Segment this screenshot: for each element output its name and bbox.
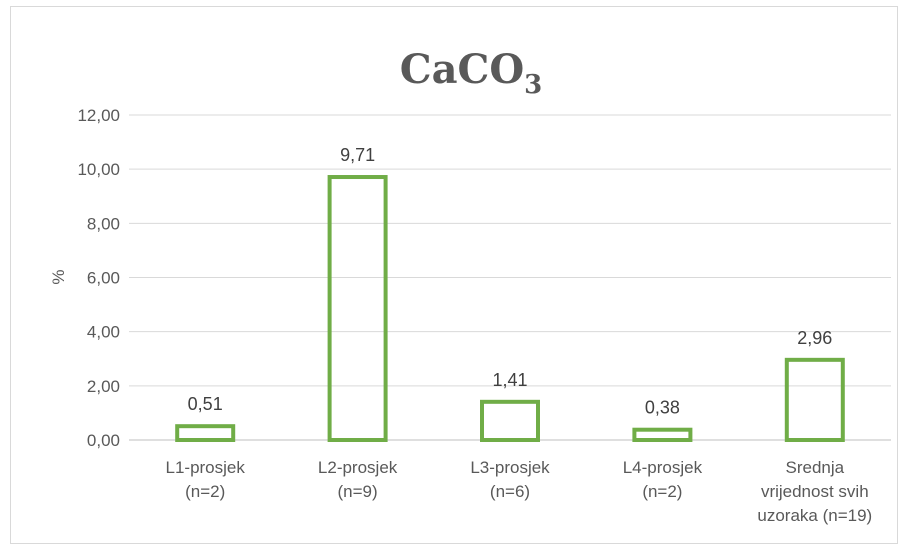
category-label: L1-prosjek (n=2) bbox=[166, 458, 246, 501]
y-tick-label: 6,00 bbox=[87, 269, 120, 288]
chart-title: CaCO3 bbox=[400, 46, 543, 100]
y-axis-ticks: 0,00 2,00 4,00 6,00 8,00 10,00 12,00 bbox=[77, 106, 120, 450]
bar bbox=[784, 357, 845, 443]
data-labels: 0,51 9,71 1,41 0,38 2,96 bbox=[188, 145, 833, 418]
data-label: 2,96 bbox=[797, 328, 832, 348]
data-label: 1,41 bbox=[492, 370, 527, 390]
chart-title-main: CaCO bbox=[400, 46, 524, 93]
chart-frame: 0,00 2,00 4,00 6,00 8,00 10,00 12,00 0,51 9,71 1… bbox=[10, 6, 898, 544]
chart-title-subscript: 3 bbox=[524, 70, 542, 100]
y-tick-label: 12,00 bbox=[77, 106, 120, 125]
data-label: 0,51 bbox=[188, 394, 223, 414]
x-axis-categories: L1-prosjek (n=2) L2-prosjek (n=9) L3-prosjek… bbox=[166, 458, 873, 525]
bar bbox=[632, 427, 693, 443]
bar bbox=[480, 399, 540, 442]
bar-chart: 0,00 2,00 4,00 6,00 8,00 10,00 12,00 0,51 9,71 1… bbox=[49, 46, 891, 525]
bar bbox=[175, 424, 236, 442]
y-tick-label: 8,00 bbox=[87, 214, 120, 233]
y-tick-label: 0,00 bbox=[87, 431, 120, 450]
y-tick-label: 4,00 bbox=[87, 323, 120, 342]
gridlines bbox=[129, 114, 891, 441]
y-tick-label: 2,00 bbox=[87, 377, 120, 396]
category-label: Srednja vrijednost svih uzoraka (n=19) bbox=[757, 458, 872, 525]
category-label: L3-prosjek (n=6) bbox=[470, 458, 550, 501]
bar bbox=[327, 175, 388, 442]
bars bbox=[175, 175, 845, 443]
data-label: 9,71 bbox=[340, 145, 375, 165]
category-label: L4-prosjek (n=2) bbox=[623, 458, 703, 501]
category-label: L2-prosjek (n=9) bbox=[318, 458, 398, 501]
data-label: 0,38 bbox=[645, 398, 680, 418]
y-tick-label: 10,00 bbox=[77, 160, 120, 179]
y-axis-title: % bbox=[49, 269, 68, 284]
